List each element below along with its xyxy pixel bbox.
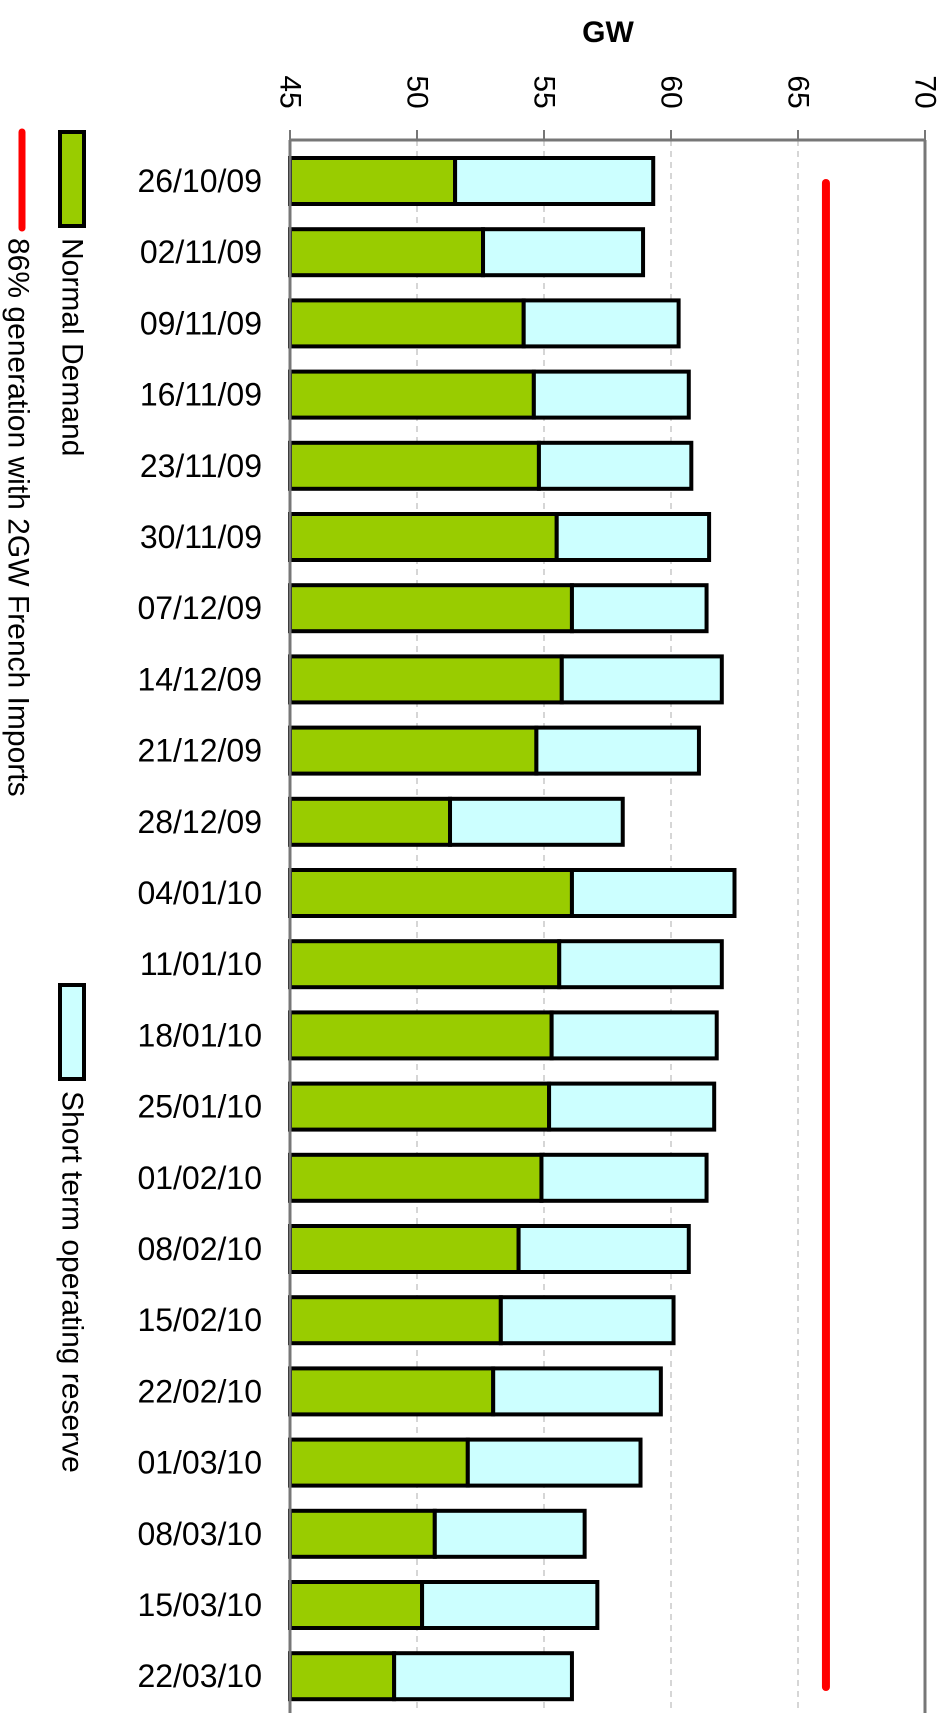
bar-segment-normal-demand — [288, 1437, 470, 1488]
bar-group — [288, 156, 737, 1702]
bar-segment-reserve — [557, 939, 724, 990]
bar-segment-normal-demand — [288, 1295, 503, 1346]
bar-segment-reserve — [531, 369, 691, 420]
legend-label-86-percent-generation: 86% generation with 2GW French Imports — [2, 238, 35, 797]
tick-label: 70 — [909, 75, 942, 108]
bar-segment-reserve — [516, 1224, 691, 1274]
category-label: 08/03/10 — [137, 1516, 262, 1552]
legend-label-short-term-operating-reserve: Short term operating reserve — [56, 1091, 89, 1473]
bar-segment-normal-demand — [288, 440, 541, 491]
category-label: 02/11/09 — [140, 234, 262, 270]
bar-segment-reserve — [498, 1295, 676, 1346]
bar-segment-reserve — [569, 583, 709, 634]
tick-label: 60 — [655, 75, 688, 108]
category-label: 07/12/09 — [137, 590, 262, 626]
bar-segment-reserve — [420, 1580, 600, 1630]
category-label: 08/02/10 — [137, 1231, 262, 1267]
category-label: 01/03/10 — [137, 1445, 262, 1481]
category-labels: 26/10/09 02/11/09 09/11/09 16/11/09 23/11/09… — [137, 163, 262, 1694]
bar-segment-reserve — [536, 440, 694, 491]
category-label: 18/01/10 — [137, 1017, 262, 1053]
category-label: 22/03/10 — [137, 1658, 262, 1694]
category-label: 15/02/10 — [137, 1302, 262, 1338]
bar-segment-normal-demand — [288, 156, 458, 206]
bar-segment-reserve — [453, 156, 656, 206]
axis-title-gw: GW — [582, 16, 634, 49]
bar-segment-normal-demand — [288, 1152, 544, 1203]
category-label: 23/11/09 — [140, 448, 262, 484]
bar-segment-normal-demand — [288, 583, 574, 634]
category-label: 09/11/09 — [140, 305, 262, 341]
category-label: 16/11/09 — [140, 377, 262, 413]
bar-segment-normal-demand — [288, 1081, 552, 1132]
category-label: 22/02/10 — [137, 1373, 262, 1409]
bar-segment-reserve — [539, 1152, 709, 1203]
legend-swatch-short-term-operating-reserve — [58, 983, 86, 1081]
bar-segment-reserve — [491, 1366, 663, 1417]
bar-segment-normal-demand — [288, 939, 562, 990]
bar-segment-reserve — [549, 1010, 719, 1061]
bar-segment-normal-demand — [288, 1224, 521, 1274]
bar-segment-reserve — [432, 1508, 587, 1559]
bar-segment-reserve — [569, 868, 737, 918]
bar-segment-reserve — [392, 1651, 574, 1702]
bar-segment-reserve — [481, 227, 646, 278]
legend: Normal Demand Short term operating reser… — [2, 128, 89, 1473]
category-label: 26/10/09 — [137, 163, 262, 199]
category-label: 15/03/10 — [137, 1587, 262, 1623]
bar-segment-reserve — [547, 1081, 717, 1132]
category-label: 28/12/09 — [137, 804, 262, 840]
bar-segment-normal-demand — [288, 654, 564, 705]
tick-label: 45 — [274, 75, 307, 108]
bar-segment-normal-demand — [288, 298, 526, 349]
bar-segment-normal-demand — [288, 512, 559, 562]
legend-label-normal-demand: Normal Demand — [56, 238, 89, 456]
bar-segment-normal-demand — [288, 1010, 554, 1061]
bar-segment-reserve — [521, 298, 681, 349]
category-label: 11/01/10 — [140, 946, 262, 982]
bar-segment-normal-demand — [288, 1580, 425, 1630]
category-label: 21/12/09 — [137, 733, 262, 769]
bar-segment-reserve — [448, 796, 625, 847]
category-label: 25/01/10 — [137, 1089, 262, 1125]
bar-segment-normal-demand — [288, 1366, 496, 1417]
bar-segment-reserve — [465, 1437, 643, 1488]
category-label: 14/12/09 — [137, 661, 262, 697]
legend-swatch-normal-demand — [58, 130, 86, 228]
bar-segment-reserve — [554, 512, 712, 562]
bar-segment-normal-demand — [288, 227, 486, 278]
bar-segment-normal-demand — [288, 1508, 437, 1559]
bar-segment-normal-demand — [288, 1651, 397, 1702]
category-label: 04/01/10 — [137, 875, 262, 911]
value-axis: GW 45 50 55 60 65 70 — [274, 16, 942, 1713]
tick-label: 65 — [782, 75, 815, 108]
tick-label: 50 — [401, 75, 434, 108]
category-label: 01/02/10 — [137, 1160, 262, 1196]
tick-label: 55 — [528, 75, 561, 108]
bar-segment-normal-demand — [288, 796, 453, 847]
bar-segment-normal-demand — [288, 725, 539, 776]
category-label: 30/11/09 — [140, 519, 262, 555]
bar-segment-reserve — [534, 725, 701, 776]
bar-segment-normal-demand — [288, 868, 574, 918]
bar-segment-reserve — [559, 654, 724, 705]
bar-segment-normal-demand — [288, 369, 536, 420]
